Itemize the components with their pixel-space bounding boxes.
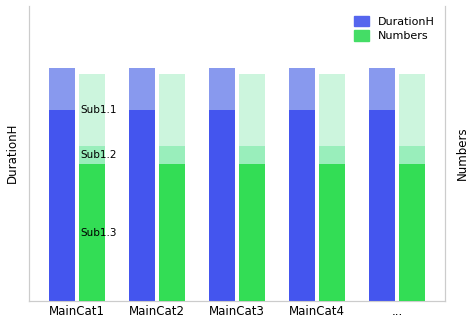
Bar — [159, 164, 185, 301]
Bar — [400, 164, 425, 301]
Bar — [239, 74, 265, 146]
Bar — [369, 68, 395, 110]
Bar — [400, 146, 425, 164]
Bar — [79, 164, 105, 301]
Bar — [209, 110, 235, 301]
Bar — [129, 110, 155, 301]
Bar — [239, 164, 265, 301]
Bar — [319, 164, 345, 301]
Bar — [289, 68, 315, 110]
Bar — [289, 110, 315, 301]
Bar — [209, 68, 235, 110]
Bar — [239, 146, 265, 164]
Bar — [49, 110, 74, 301]
Bar — [400, 74, 425, 146]
Legend: DurationH, Numbers: DurationH, Numbers — [349, 11, 439, 46]
Bar — [129, 68, 155, 110]
Bar — [159, 74, 185, 146]
Bar — [159, 146, 185, 164]
Bar — [79, 146, 105, 164]
Y-axis label: Numbers: Numbers — [456, 126, 468, 180]
Bar — [319, 146, 345, 164]
Text: Sub1.2: Sub1.2 — [80, 150, 117, 160]
Y-axis label: DurationH: DurationH — [6, 123, 18, 183]
Text: Sub1.1: Sub1.1 — [80, 105, 117, 115]
Text: Sub1.3: Sub1.3 — [80, 227, 117, 237]
Bar — [369, 110, 395, 301]
Bar — [79, 74, 105, 146]
Bar — [319, 74, 345, 146]
Bar — [49, 68, 74, 110]
